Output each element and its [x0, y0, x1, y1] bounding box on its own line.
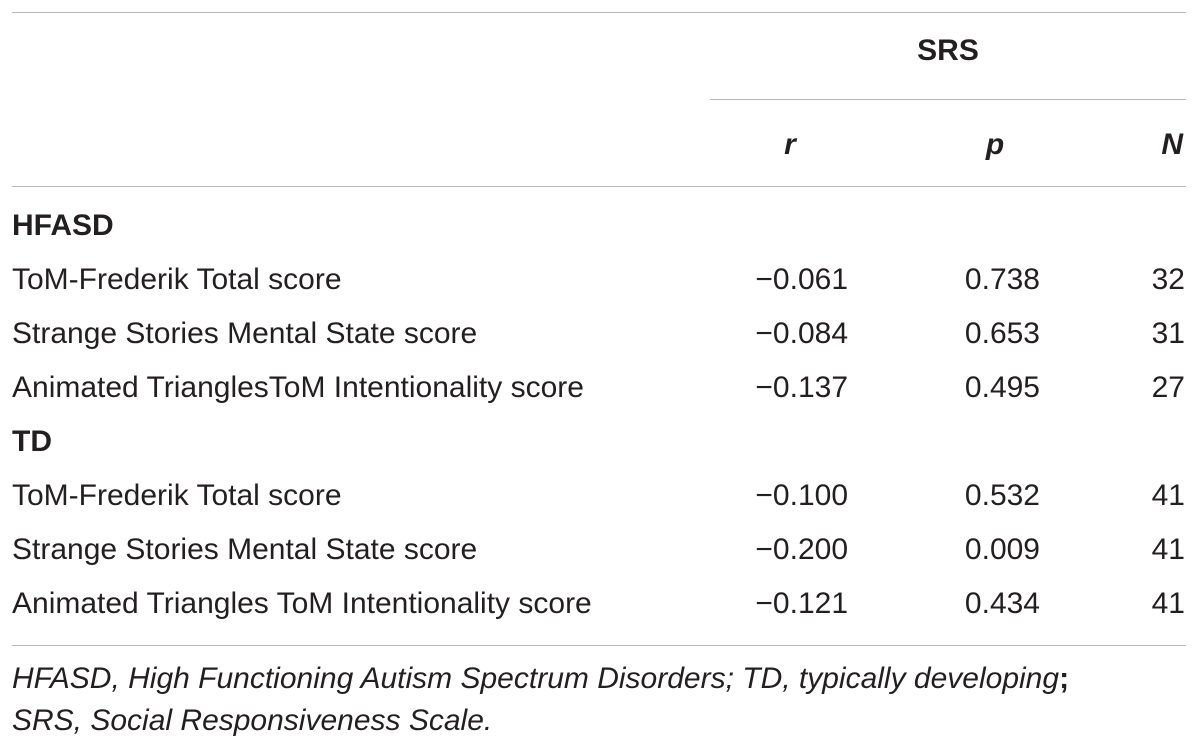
table-row-n: 41: [1151, 587, 1185, 620]
col-header-n: N: [1161, 128, 1183, 161]
table-bottom-rule: [12, 645, 1186, 646]
table-row-measure: Animated Triangles ToM Intentionality sc…: [12, 587, 592, 620]
table-row-n: 41: [1151, 479, 1185, 512]
table-row-p: 0.495: [964, 371, 1040, 404]
table-row-r: −0.121: [755, 587, 848, 620]
table-footnote: HFASD, High Functioning Autism Spectrum …: [12, 658, 1186, 742]
table-row-r: −0.137: [755, 371, 848, 404]
table-row-r: −0.061: [755, 263, 848, 296]
table-row-n: 31: [1151, 317, 1185, 350]
header-bottom-rule: [12, 186, 1186, 187]
section-label-hfasd: HFASD: [12, 209, 114, 242]
table-row-p: 0.532: [964, 479, 1040, 512]
group-header-srs: SRS: [917, 34, 979, 67]
table-row-p: 0.738: [964, 263, 1040, 296]
srs-underline-rule: [710, 99, 1186, 100]
table-row-r: −0.100: [755, 479, 848, 512]
footnote-separator: ;: [1059, 662, 1070, 695]
table-row-n: 41: [1151, 533, 1185, 566]
table-row-p: 0.434: [964, 587, 1040, 620]
col-header-p: p: [985, 128, 1005, 161]
section-label-td: TD: [12, 425, 52, 458]
table-row-p: 0.009: [964, 533, 1040, 566]
table-row-p: 0.653: [964, 317, 1040, 350]
table-row-measure: ToM-Frederik Total score: [12, 479, 342, 512]
table-row-measure: Strange Stories Mental State score: [12, 533, 478, 566]
col-header-r: r: [784, 128, 796, 161]
table-top-rule: [12, 12, 1186, 13]
table-row-r: −0.200: [755, 533, 848, 566]
footnote-line-1: HFASD, High Functioning Autism Spectrum …: [12, 662, 1060, 695]
table-row-measure: Animated TrianglesToM Intentionality sco…: [12, 371, 584, 404]
table-row-measure: ToM-Frederik Total score: [12, 263, 342, 296]
table-row-n: 32: [1151, 263, 1185, 296]
table-row-n: 27: [1151, 371, 1185, 404]
footnote-line-2: SRS, Social Responsiveness Scale.: [12, 704, 493, 737]
table-row-measure: Strange Stories Mental State score: [12, 317, 478, 350]
table-row-r: −0.084: [755, 317, 848, 350]
